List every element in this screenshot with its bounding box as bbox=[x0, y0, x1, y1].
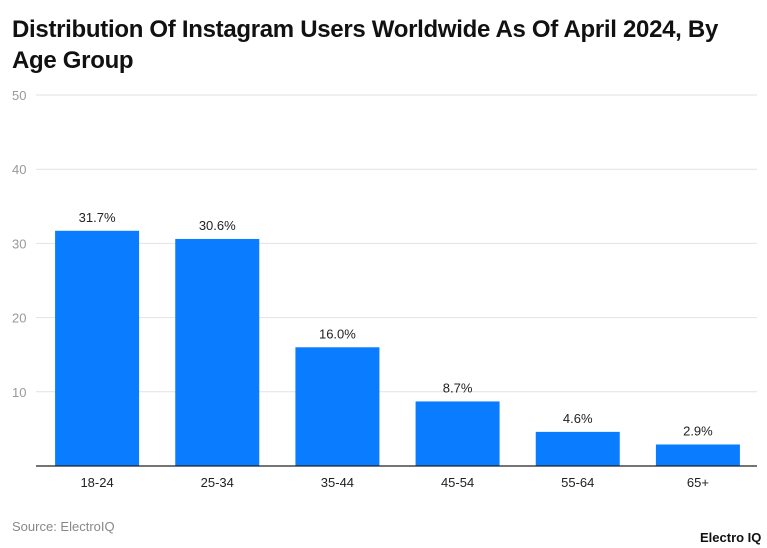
x-tick-label: 55-64 bbox=[561, 475, 594, 490]
x-tick-label: 45-54 bbox=[441, 475, 474, 490]
x-tick-label: 35-44 bbox=[321, 475, 354, 490]
bar bbox=[415, 401, 500, 466]
x-tick-label: 25-34 bbox=[201, 475, 234, 490]
chart-title: Distribution Of Instagram Users Worldwid… bbox=[12, 16, 718, 74]
bar bbox=[295, 347, 380, 466]
brand-logo: Electro IQ bbox=[700, 530, 762, 545]
data-label: 4.6% bbox=[563, 411, 593, 426]
x-tick-label: 18-24 bbox=[80, 475, 113, 490]
bar bbox=[55, 230, 140, 466]
data-label: 16.0% bbox=[319, 326, 356, 341]
data-label: 31.7% bbox=[79, 210, 116, 225]
data-label: 30.6% bbox=[199, 218, 236, 233]
y-tick-label: 30 bbox=[12, 236, 26, 251]
bar bbox=[655, 444, 740, 466]
y-tick-label: 20 bbox=[12, 311, 26, 326]
source-note: Source: ElectroIQ bbox=[12, 519, 115, 534]
y-tick-label: 40 bbox=[12, 162, 26, 177]
bar bbox=[535, 431, 620, 466]
x-tick-label: 65+ bbox=[687, 475, 709, 490]
data-label: 8.7% bbox=[443, 380, 473, 395]
bar bbox=[175, 238, 260, 466]
y-tick-label: 50 bbox=[12, 88, 26, 103]
y-tick-label: 10 bbox=[12, 385, 26, 400]
data-label: 2.9% bbox=[683, 423, 713, 438]
